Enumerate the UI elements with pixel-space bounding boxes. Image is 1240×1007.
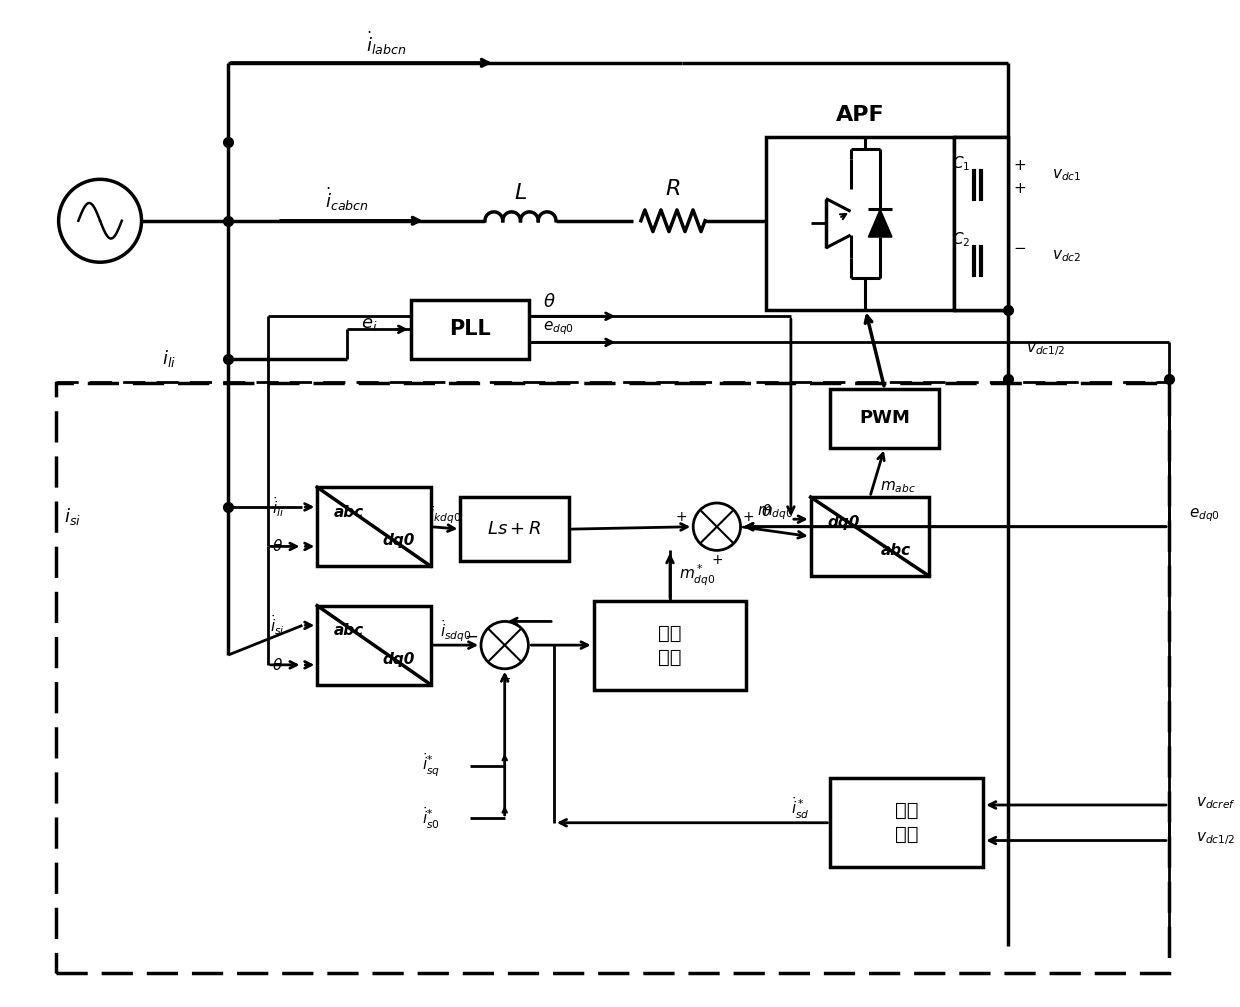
Text: $v_{dc1/2}$: $v_{dc1/2}$ xyxy=(1025,340,1065,357)
Text: $m_{abc}$: $m_{abc}$ xyxy=(879,479,915,495)
Text: $e_{dq0}$: $e_{dq0}$ xyxy=(543,320,574,337)
Text: $e_i$: $e_i$ xyxy=(361,315,378,333)
Text: $+$: $+$ xyxy=(711,553,723,567)
Text: $R$: $R$ xyxy=(666,179,681,199)
Text: $\dot{i}_{cabcn}$: $\dot{i}_{cabcn}$ xyxy=(325,185,368,212)
Text: 电压: 电压 xyxy=(895,802,919,821)
Text: 控制: 控制 xyxy=(895,825,919,844)
Text: 控制: 控制 xyxy=(658,648,682,667)
Text: 电流: 电流 xyxy=(658,623,682,642)
Text: $\dot{i}_{sd}^*$: $\dot{i}_{sd}^*$ xyxy=(791,796,810,821)
Text: $\dot{i}_{kdq0}$: $\dot{i}_{kdq0}$ xyxy=(429,500,461,526)
Text: $\dot{i}_{s0}^{*}$: $\dot{i}_{s0}^{*}$ xyxy=(422,806,440,831)
Bar xyxy=(766,137,954,309)
Text: $L$: $L$ xyxy=(513,183,527,203)
Bar xyxy=(410,300,529,358)
Text: $+$: $+$ xyxy=(1013,180,1027,195)
Text: $-$: $-$ xyxy=(1013,239,1027,254)
Bar xyxy=(594,601,746,690)
Text: dq0: dq0 xyxy=(827,515,861,530)
Text: $e_{dq0}$: $e_{dq0}$ xyxy=(1189,507,1220,524)
Bar xyxy=(56,383,1169,973)
Bar xyxy=(831,778,983,867)
Bar xyxy=(317,605,430,685)
Text: $\theta$: $\theta$ xyxy=(273,657,283,673)
Text: $\theta$: $\theta$ xyxy=(543,293,556,311)
Text: $i_{si}$: $i_{si}$ xyxy=(64,507,81,528)
Text: $Ls+R$: $Ls+R$ xyxy=(487,521,542,538)
Text: APF: APF xyxy=(836,105,884,125)
Text: $\dot{i}_{labcn}$: $\dot{i}_{labcn}$ xyxy=(366,29,407,56)
Text: $C_2$: $C_2$ xyxy=(952,231,971,249)
Text: $+$: $+$ xyxy=(1013,158,1027,173)
Text: $C_1$: $C_1$ xyxy=(952,154,971,173)
Text: $v_{dc1}$: $v_{dc1}$ xyxy=(1053,167,1081,183)
Text: dq0: dq0 xyxy=(383,534,415,549)
Text: $v_{dc2}$: $v_{dc2}$ xyxy=(1053,249,1081,264)
Text: $+$: $+$ xyxy=(676,510,687,524)
Text: $\theta$: $\theta$ xyxy=(760,504,771,520)
Text: $m_{dq0}^*$: $m_{dq0}^*$ xyxy=(680,563,715,588)
Polygon shape xyxy=(868,209,892,237)
Text: $m_{dq0}$: $m_{dq0}$ xyxy=(758,505,794,522)
Text: $v_{dcref}$: $v_{dcref}$ xyxy=(1195,796,1235,811)
Text: PLL: PLL xyxy=(449,319,491,339)
Bar xyxy=(831,389,939,448)
Text: $\dot{i}_{li}$: $\dot{i}_{li}$ xyxy=(272,495,284,519)
Text: abc: abc xyxy=(880,543,911,558)
Text: $\dot{i}_{sq}^{*}$: $\dot{i}_{sq}^{*}$ xyxy=(422,752,440,779)
Text: $v_{dc1/2}$: $v_{dc1/2}$ xyxy=(1195,830,1235,847)
Text: $\dot{i}_{sdq0}$: $\dot{i}_{sdq0}$ xyxy=(440,618,471,644)
Text: $\theta$: $\theta$ xyxy=(273,539,283,555)
Text: $+$: $+$ xyxy=(498,672,511,686)
Text: PWM: PWM xyxy=(859,409,910,427)
Text: abc: abc xyxy=(334,623,365,638)
Text: $i_{li}$: $i_{li}$ xyxy=(162,348,176,370)
Bar xyxy=(954,137,1008,309)
Bar xyxy=(317,487,430,566)
Text: $-$: $-$ xyxy=(464,626,479,644)
Bar xyxy=(811,497,929,576)
Text: dq0: dq0 xyxy=(383,652,415,667)
Text: abc: abc xyxy=(334,505,365,520)
Bar xyxy=(460,497,569,561)
Text: $+$: $+$ xyxy=(743,510,754,524)
Text: $\dot{i}_{si}$: $\dot{i}_{si}$ xyxy=(270,613,285,637)
